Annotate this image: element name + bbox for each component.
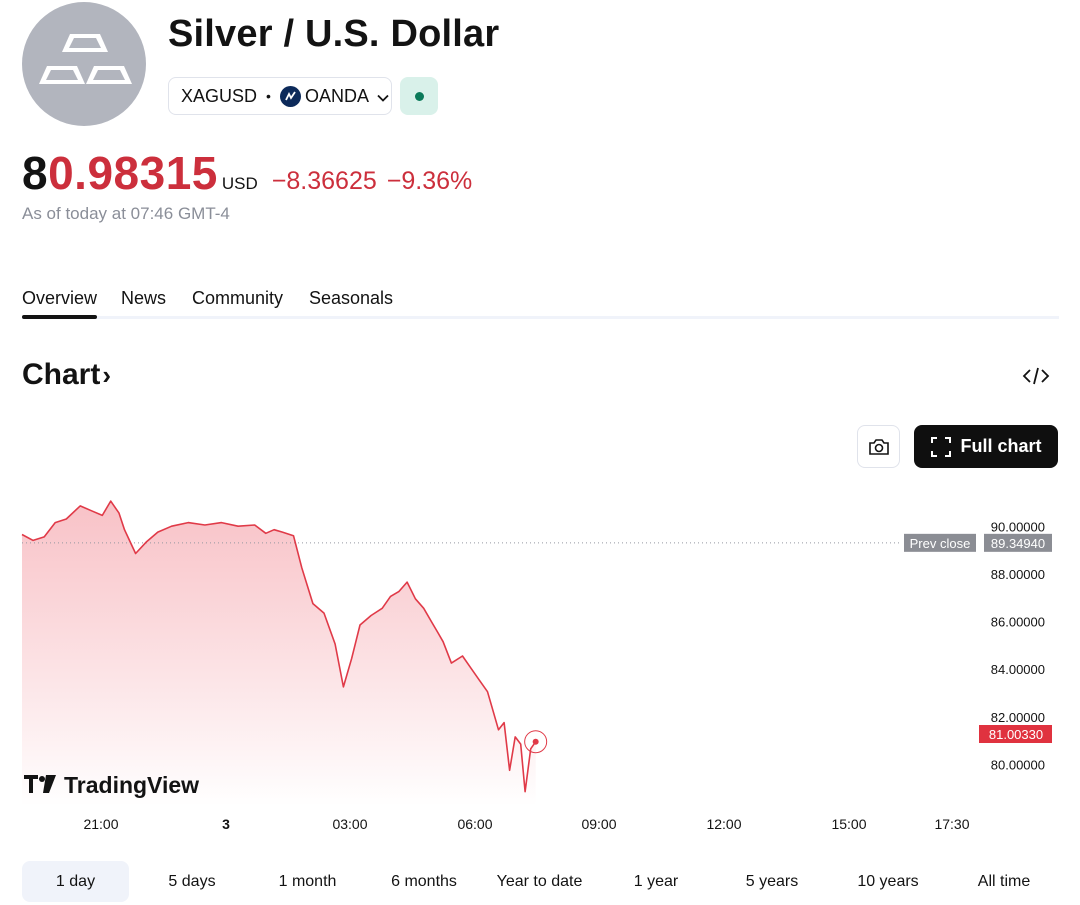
range-1-year[interactable]: 1 year — [633, 872, 679, 890]
range-6-months[interactable]: 6 months — [391, 872, 457, 890]
range-1-month[interactable]: 1 month — [278, 872, 337, 890]
symbol-exchange-selector[interactable]: XAGUSD • OANDA — [168, 77, 392, 115]
tab-overview[interactable]: Overview — [22, 288, 98, 319]
last-price-lead: 8 — [22, 147, 49, 199]
tradingview-logo-icon — [24, 775, 56, 793]
full-chart-label: Full chart — [960, 436, 1042, 456]
chart-x-axis: 21:00 3 03:00 06:00 09:00 12:00 15:00 17:30 — [83, 816, 969, 832]
x-tick-label: 12:00 — [706, 816, 741, 832]
last-price-pulse — [524, 730, 548, 754]
tradingview-watermark: TradingView — [24, 772, 199, 798]
tradingview-watermark-text: TradingView — [64, 772, 199, 798]
chart-plot-area — [21, 500, 902, 806]
separator-dot: • — [266, 88, 271, 104]
code-embed-icon — [1022, 367, 1050, 385]
prev-close-tag-label: Prev close — [910, 536, 971, 551]
x-tick-label: 09:00 — [581, 816, 616, 832]
code-embed-button[interactable] — [1020, 362, 1052, 390]
x-tick-label: 17:30 — [934, 816, 969, 832]
price-change: −8.36625 — [271, 167, 377, 195]
exchange-name: OANDA — [304, 85, 369, 106]
chart-y-axis: 90.00000 88.00000 86.00000 84.00000 82.00000… — [904, 519, 1052, 773]
camera-icon — [868, 438, 889, 455]
range-10-years[interactable]: 10 years — [857, 872, 919, 890]
range-1-day[interactable]: 1 day — [22, 861, 129, 902]
prev-close-value-label: 89.34940 — [991, 536, 1045, 551]
prev-close-value-tag — [984, 533, 1052, 552]
last-price-changed-digits: 0.98315 — [48, 147, 218, 199]
range-5-years[interactable]: 5 years — [745, 872, 799, 890]
tab-seasonals[interactable]: Seasonals — [309, 288, 394, 308]
x-tick-label: 06:00 — [457, 816, 492, 832]
y-tick-label: 86.00000 — [991, 615, 1045, 630]
quote-timestamp: As of today at 07:46 GMT-4 — [22, 204, 230, 223]
tab-news[interactable]: News — [121, 288, 167, 308]
oanda-logo-icon — [279, 85, 301, 107]
range-year-to-date[interactable]: Year to date — [496, 872, 583, 890]
x-tick-label: 21:00 — [83, 816, 118, 832]
section-tabs: Overview News Community Seasonals — [22, 285, 1059, 319]
x-tick-label: 3 — [222, 816, 230, 832]
chevron-right-icon: › — [102, 360, 112, 390]
market-status-button[interactable] — [400, 77, 438, 115]
last-price-dot — [532, 738, 539, 745]
x-tick-label: 03:00 — [332, 816, 367, 832]
symbol-ticker: XAGUSD — [181, 85, 258, 106]
range-all-time[interactable]: All time — [977, 872, 1031, 890]
last-price: 80.98315 — [22, 146, 218, 200]
y-tick-label: 84.00000 — [991, 662, 1045, 677]
y-tick-label: 88.00000 — [991, 567, 1045, 582]
y-tick-label: 80.00000 — [991, 758, 1045, 773]
price-change-percent: −9.36% — [386, 167, 473, 195]
silver-bars-icon — [39, 34, 132, 84]
price-chart[interactable]: 90.00000 88.00000 86.00000 84.00000 82.00000… — [0, 480, 1080, 840]
last-value-tag-label: 81.00330 — [989, 727, 1043, 742]
chart-heading-label: Chart — [22, 358, 101, 391]
tab-community[interactable]: Community — [192, 288, 284, 308]
price-area-fill — [22, 501, 536, 806]
price-currency: USD — [221, 174, 258, 193]
range-5-days[interactable]: 5 days — [168, 872, 216, 890]
time-range-selector: 1 day 5 days 1 month 6 months Year to da… — [22, 861, 1059, 902]
page-title: Silver / U.S. Dollar — [168, 13, 500, 55]
y-tick-label: 82.00000 — [991, 710, 1045, 725]
chevron-down-icon — [377, 86, 389, 107]
price-row: 80.98315 USD −8.36625 −9.36% — [22, 146, 472, 200]
chart-heading-link[interactable]: Chart› — [22, 358, 111, 392]
last-value-tag — [979, 725, 1052, 743]
market-open-indicator-icon — [414, 91, 424, 101]
symbol-logo — [22, 2, 146, 126]
price-line — [21, 500, 537, 793]
prev-close-tag — [904, 533, 976, 552]
y-tick-label: 90.00000 — [991, 519, 1045, 534]
full-chart-button[interactable]: Full chart — [914, 425, 1058, 468]
expand-icon — [931, 436, 952, 457]
x-tick-label: 15:00 — [831, 816, 866, 832]
screenshot-button[interactable] — [857, 425, 900, 468]
